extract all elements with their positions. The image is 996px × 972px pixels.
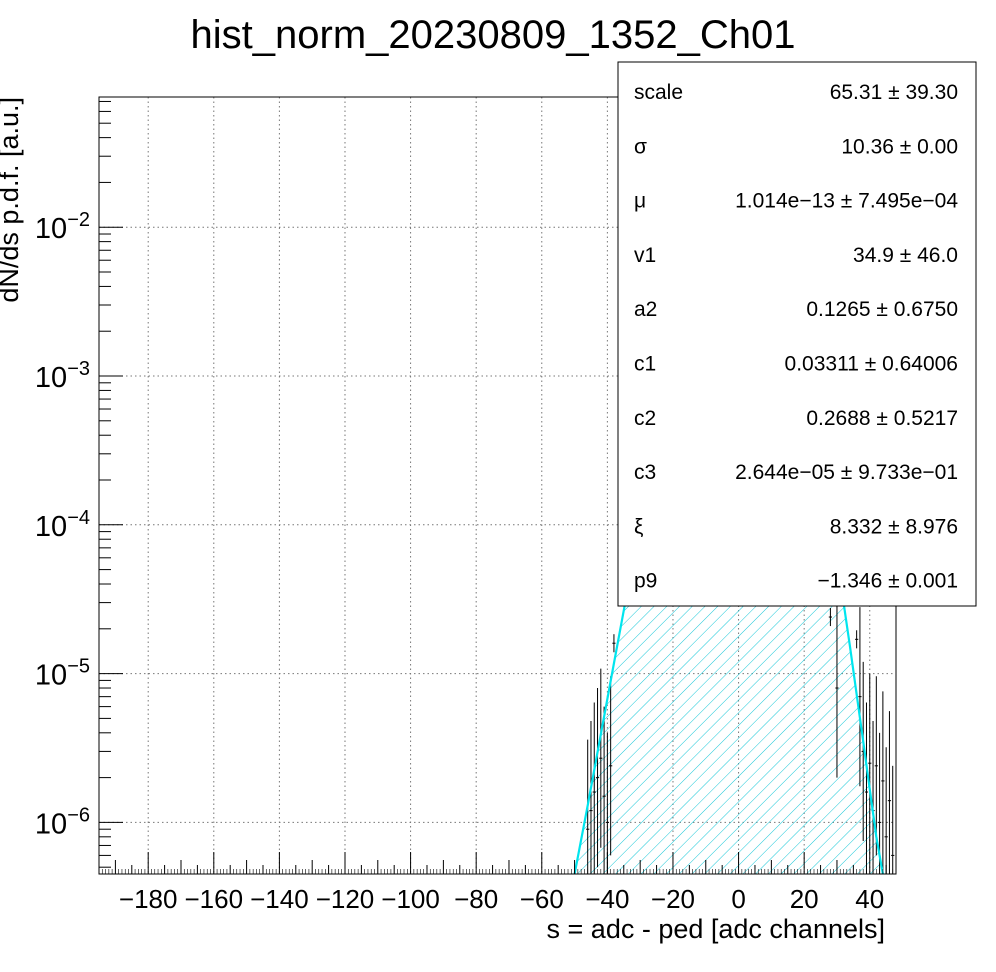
stats-box-rows: scale 65.31 ± 39.30 σ 10.36 ± 0.00 μ 1.014e−1…	[634, 81, 958, 593]
x-tick-label: −160	[185, 884, 244, 914]
histogram-point	[868, 673, 872, 853]
histogram-point	[835, 598, 839, 778]
stats-param-value: 65.31 ± 39.30	[830, 81, 958, 104]
stats-param-value: 34.9 ± 46.0	[853, 244, 958, 267]
histogram-point	[609, 676, 613, 856]
stats-param-name: μ	[634, 190, 646, 213]
histogram-point	[602, 706, 606, 874]
histogram-point	[855, 630, 859, 649]
x-tick-label: −60	[520, 884, 564, 914]
stats-param-value: 1.014e−13 ± 7.495e−04	[735, 190, 958, 213]
x-tick-label: −140	[250, 884, 309, 914]
stats-param-name: a2	[634, 298, 657, 321]
stats-param-name: σ	[634, 135, 647, 158]
stats-param-name: c1	[634, 353, 656, 376]
stats-param-value: 8.332 ± 8.976	[830, 515, 958, 538]
stats-param-value: 0.2688 ± 0.5217	[806, 407, 958, 430]
histogram-point	[884, 747, 888, 874]
x-tick-label: 40	[855, 884, 884, 914]
x-tick-label: −80	[454, 884, 498, 914]
axes: −180 −160 −140 −120 −100 −80 −60 −40 −20 0 20 40 10−…	[35, 100, 894, 914]
histogram-series	[586, 128, 895, 874]
histogram-point	[599, 668, 603, 848]
histogram-point	[592, 702, 596, 874]
histogram-point	[595, 688, 600, 868]
histogram-point	[864, 702, 869, 874]
x-tick-label: −100	[381, 884, 440, 914]
y-axis-label: dN/ds p.d.f. [a.u.]	[0, 97, 24, 303]
stats-param-value: 0.1265 ± 0.6750	[806, 298, 958, 321]
y-tick-label: 10−5	[35, 656, 90, 692]
stats-param-value: −1.346 ± 0.001	[817, 570, 958, 593]
histogram-point	[891, 765, 895, 874]
x-tick-label: −180	[119, 884, 178, 914]
stats-param-value: 0.03311 ± 0.64006	[785, 353, 958, 376]
stats-param-name: v1	[634, 244, 656, 267]
histogram-point	[881, 691, 885, 871]
x-tick-label: 0	[731, 884, 745, 914]
stats-param-name: c2	[634, 407, 656, 430]
stats-param-value: 10.36 ± 0.00	[841, 135, 958, 158]
histogram-point	[589, 721, 593, 874]
histogram-point	[887, 711, 892, 874]
stats-param-name: p9	[634, 570, 657, 593]
histogram-point	[612, 634, 616, 653]
y-tick-label: 10−6	[35, 804, 90, 840]
y-tick-label: 10−4	[35, 507, 90, 543]
x-tick-label: −40	[585, 884, 629, 914]
histogram-point	[874, 676, 878, 856]
stats-box-frame	[617, 61, 977, 607]
x-axis-label: s = adc - ped [adc channels]	[547, 914, 885, 944]
stats-param-name: scale	[634, 81, 683, 104]
x-tick-label: −20	[651, 884, 695, 914]
x-tick-label: 20	[790, 884, 819, 914]
stats-param-name: c3	[634, 461, 656, 484]
histogram-point	[828, 607, 833, 627]
chart-title: hist_norm_20230809_1352_Ch01	[191, 13, 796, 57]
stats-param-name: ξ	[634, 515, 643, 538]
stats-param-value: 2.644e−05 ± 9.733e−01	[735, 461, 958, 484]
y-tick-label: 10−2	[35, 209, 90, 245]
stats-box: scale 65.31 ± 39.30 σ 10.36 ± 0.00 μ 1.014e−1…	[617, 61, 977, 607]
histogram-point	[858, 607, 862, 787]
x-tick-label: −120	[316, 884, 375, 914]
y-tick-label: 10−3	[35, 358, 90, 394]
